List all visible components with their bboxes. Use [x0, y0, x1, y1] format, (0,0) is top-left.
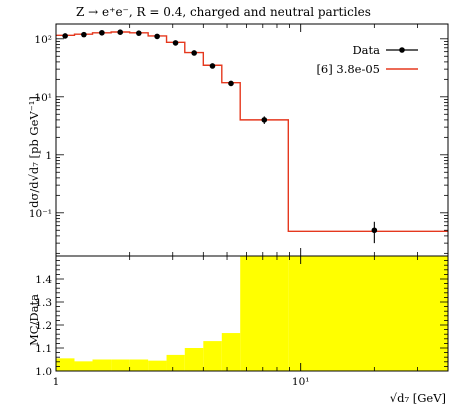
data-point	[172, 40, 179, 46]
ratio-bin	[184, 348, 204, 371]
data-point	[228, 80, 234, 87]
ratio-bin	[240, 256, 289, 371]
ratio-bin	[166, 354, 185, 371]
ratio-bin	[74, 361, 93, 371]
data-point	[371, 227, 378, 234]
data-point	[191, 50, 197, 56]
data-points	[62, 29, 378, 244]
ratio-bin	[129, 359, 149, 371]
y-ratio-tick-label: 1.2	[35, 320, 52, 332]
ratio-bin	[288, 256, 448, 371]
ratio-bin	[92, 359, 112, 371]
y-main-tick-label: 1	[45, 150, 52, 162]
y-main-tick-label: 10²	[34, 34, 52, 46]
x-tick-label: 10¹	[292, 376, 310, 388]
chart-title: Z → e⁺e⁻, R = 0.4, charged and neutral p…	[76, 5, 371, 19]
data-point	[81, 31, 87, 38]
data-point	[209, 63, 216, 69]
data-point	[154, 33, 160, 40]
x-axis-label: √d₇ [GeV]	[390, 391, 446, 405]
y-ratio-tick-label: 1.3	[35, 297, 52, 309]
y-main-tick-label: 10¹	[34, 92, 52, 104]
ratio-bin	[148, 360, 167, 371]
x-tick-label: 1	[53, 376, 60, 388]
data-point	[136, 30, 142, 36]
mc-histogram	[56, 31, 448, 232]
y-main-tick-label: 10⁻¹	[29, 208, 52, 220]
ratio-bin	[203, 341, 222, 371]
axis-ticks: 1 10¹ 10² 10¹ 1 10⁻¹ 1.0 1.1 1.2 1.3 1.4	[29, 24, 448, 388]
y-axis-label-ratio: MC/Data	[27, 294, 41, 346]
y-ratio-tick-label: 1.4	[35, 274, 52, 286]
data-point	[117, 29, 124, 35]
mc-histogram-line	[56, 31, 448, 232]
ratio-bin	[221, 333, 241, 371]
legend-label-data: Data	[352, 43, 380, 57]
ratio-bin	[111, 359, 130, 371]
data-point	[62, 33, 68, 39]
ratio-band	[56, 256, 448, 371]
y-ratio-tick-label: 1.1	[35, 343, 52, 355]
ratio-plot-frame	[55, 255, 449, 372]
main-plot-frame	[55, 23, 449, 257]
y-ratio-tick-label: 1.0	[35, 366, 52, 378]
y-axis-label-main: dσ/d√d₇ [pb GeV⁻¹]	[27, 96, 41, 208]
data-point	[99, 29, 105, 36]
legend-label-mc: [6] 3.8e-05	[316, 62, 380, 76]
data-point	[261, 117, 268, 123]
ratio-bin	[56, 358, 75, 371]
legend: Data [6] 3.8e-05	[316, 43, 418, 76]
legend-marker-data-dot	[399, 47, 405, 53]
